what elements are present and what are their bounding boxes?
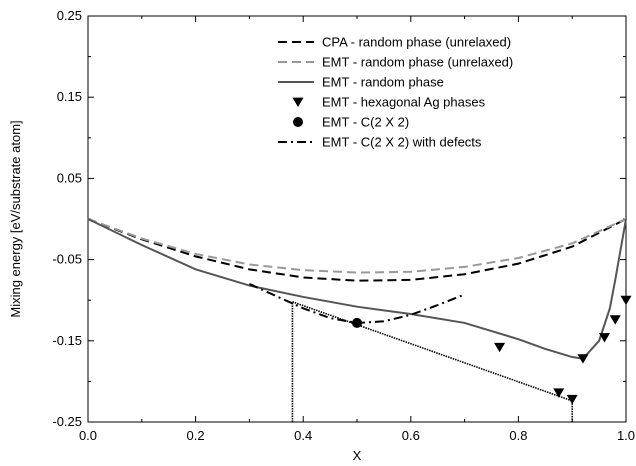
legend-entry-label: EMT - hexagonal Ag phases [322,95,486,110]
series-point-triangle [577,354,589,364]
legend-entry-label: CPA - random phase (unrelaxed) [322,35,511,50]
y-tick-label: 0.15 [57,89,82,104]
series-line [87,218,627,360]
dotted-guide-lines [291,301,574,422]
series-point-triangle [566,394,578,405]
x-axis-label: X [353,448,362,463]
series-point-triangle [609,315,621,325]
x-tick-label: 0.8 [509,428,527,443]
y-tick-label: -0.25 [52,414,82,429]
legend-entry-label: EMT - C(2 X 2) [322,115,409,130]
y-axis-label: Mixing energy [eV/substrate atom] [8,120,23,317]
legend-entry-label: EMT - random phase (unrelaxed) [322,55,513,70]
dotted-guide-line [292,301,573,402]
legend: CPA - random phase (unrelaxed) EMT - rand… [278,35,513,150]
series-point-triangle [598,333,610,343]
series-point-triangle [494,342,506,353]
legend-swatch-circle [293,117,303,127]
tick-labels: 0.0 0.2 0.4 0.6 0.8 1.0 0.25 0.15 0.05 -0.05 -0.15… [52,8,635,443]
y-tick-label: 0.25 [57,8,82,23]
x-tick-label: 0.0 [79,428,97,443]
x-tick-label: 1.0 [617,428,635,443]
x-tick-label: 0.6 [402,428,420,443]
y-tick-label: -0.15 [52,333,82,348]
series-lines [87,218,632,405]
series-point-triangle [553,388,565,398]
y-tick-label: -0.05 [52,252,82,267]
legend-swatch-triangle [292,97,304,107]
series-line [87,218,627,274]
legend-entry-label: EMT - random phase [322,75,444,90]
legend-entry-label: EMT - C(2 X 2) with defects [322,135,482,150]
series-line [248,283,465,324]
series-point-triangle [620,295,632,306]
x-tick-label: 0.2 [187,428,205,443]
y-tick-label: 0.05 [57,170,82,185]
x-tick-label: 0.4 [294,428,312,443]
